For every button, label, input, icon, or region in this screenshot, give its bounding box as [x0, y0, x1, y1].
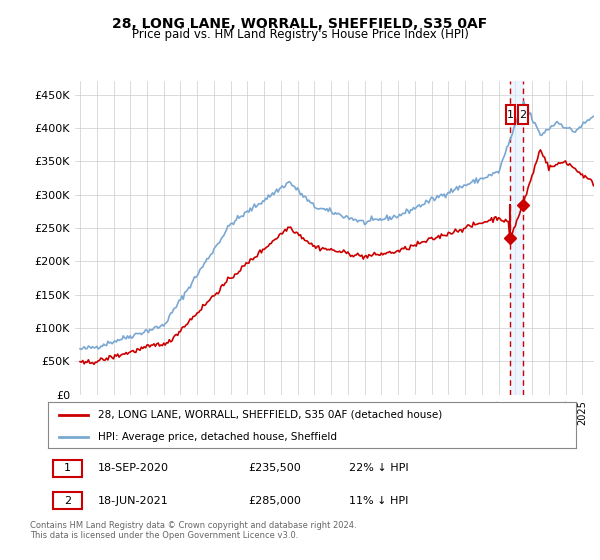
- Bar: [506, 105, 515, 124]
- Bar: [518, 105, 527, 124]
- Text: 11% ↓ HPI: 11% ↓ HPI: [349, 496, 409, 506]
- Bar: [511, 81, 523, 395]
- Text: 28, LONG LANE, WORRALL, SHEFFIELD, S35 0AF (detached house): 28, LONG LANE, WORRALL, SHEFFIELD, S35 0…: [98, 410, 442, 420]
- Text: £285,000: £285,000: [248, 496, 302, 506]
- Text: Price paid vs. HM Land Registry's House Price Index (HPI): Price paid vs. HM Land Registry's House …: [131, 28, 469, 41]
- Text: 2: 2: [520, 110, 527, 120]
- Text: HPI: Average price, detached house, Sheffield: HPI: Average price, detached house, Shef…: [98, 432, 337, 441]
- Bar: [53, 492, 82, 509]
- Text: 18-SEP-2020: 18-SEP-2020: [98, 463, 169, 473]
- Bar: [53, 460, 82, 477]
- Text: 1: 1: [507, 110, 514, 120]
- Text: 22% ↓ HPI: 22% ↓ HPI: [349, 463, 409, 473]
- Text: 28, LONG LANE, WORRALL, SHEFFIELD, S35 0AF: 28, LONG LANE, WORRALL, SHEFFIELD, S35 0…: [112, 17, 488, 31]
- Text: 1: 1: [64, 463, 71, 473]
- Text: 2: 2: [64, 496, 71, 506]
- Text: £235,500: £235,500: [248, 463, 301, 473]
- Text: Contains HM Land Registry data © Crown copyright and database right 2024.
This d: Contains HM Land Registry data © Crown c…: [30, 521, 356, 540]
- Text: 18-JUN-2021: 18-JUN-2021: [98, 496, 169, 506]
